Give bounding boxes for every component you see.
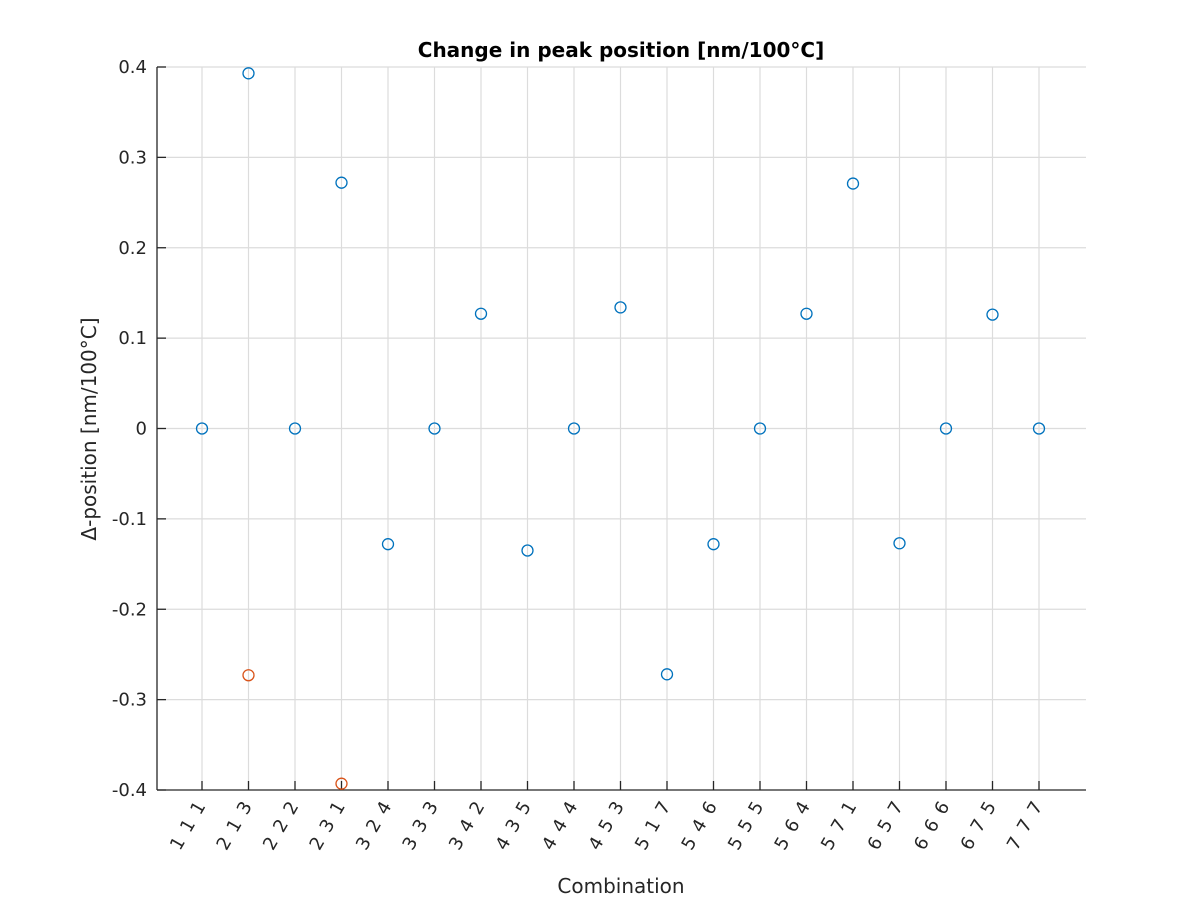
- data-point-series-1: [893, 537, 906, 550]
- x-tick-label: 3 2 4: [352, 798, 396, 854]
- data-point-series-1: [195, 422, 209, 435]
- data-point-series-1: [1032, 422, 1046, 435]
- x-tick-label: 5 4 6: [677, 798, 721, 854]
- data-point-series-1: [660, 668, 674, 681]
- x-tick-label: 7 7 7: [1003, 798, 1047, 854]
- y-tick-label: -0.2: [112, 599, 147, 620]
- x-tick-label: 6 7 5: [956, 798, 1000, 854]
- data-point-series-1: [614, 301, 627, 314]
- data-point-series-1: [800, 307, 813, 320]
- y-tick-label: 0.4: [118, 57, 147, 78]
- data-point-series-1: [986, 308, 999, 321]
- grid-lines: [157, 66, 1086, 790]
- data-point-series-1: [335, 176, 348, 189]
- data-point-series-2: [242, 669, 255, 682]
- y-tick-label: -0.4: [112, 780, 147, 801]
- x-tick-label: 1 1 1: [166, 798, 210, 854]
- data-points: [195, 67, 1046, 790]
- y-tick-label: 0: [136, 419, 147, 440]
- x-tick-label: 3 4 2: [445, 798, 489, 854]
- data-point-series-1: [567, 422, 581, 435]
- data-point-series-1: [288, 422, 302, 435]
- x-tick-label: 5 1 7: [631, 798, 675, 854]
- data-point-series-1: [242, 67, 255, 80]
- chart-title: Change in peak position [nm/100°C]: [418, 38, 824, 62]
- x-tick-label: 2 2 2: [259, 798, 303, 854]
- y-ticks: -0.4 -0.3 -0.2 -0.1 0 0.1 0.2 0.3 0.4: [112, 57, 166, 801]
- y-tick-label: 0.1: [118, 328, 147, 349]
- x-tick-label: 4 3 5: [491, 798, 535, 854]
- data-point-series-1: [381, 538, 395, 551]
- data-point-series-1: [428, 422, 441, 435]
- y-tick-label: -0.1: [112, 509, 147, 530]
- y-tick-label: 0.2: [118, 238, 147, 259]
- data-point-series-2: [335, 777, 348, 790]
- x-tick-label: 6 6 6: [910, 798, 954, 854]
- data-point-series-1: [474, 307, 488, 320]
- y-tick-label: -0.3: [112, 690, 147, 711]
- x-tick-label: 3 3 3: [398, 798, 442, 854]
- x-tick-label: 5 6 4: [770, 798, 814, 854]
- x-tick-label: 2 1 3: [212, 798, 256, 854]
- data-point-series-1: [753, 422, 767, 435]
- y-tick-label: 0.3: [118, 147, 147, 168]
- x-tick-label: 6 5 7: [863, 798, 907, 854]
- x-tick-label: 5 7 1: [817, 798, 861, 854]
- data-point-series-1: [846, 177, 860, 190]
- x-axis-label: Combination: [557, 874, 684, 898]
- data-point-series-1: [707, 538, 720, 551]
- x-tick-label: 2 3 1: [305, 798, 349, 854]
- y-axis-label: Δ-position [nm/100°C]: [77, 317, 101, 540]
- x-tick-label: 4 5 3: [584, 798, 628, 854]
- x-tick-label: 4 4 4: [538, 798, 582, 854]
- data-point-series-1: [521, 544, 534, 557]
- data-point-series-1: [939, 422, 953, 435]
- x-tick-label: 5 5 5: [724, 798, 768, 854]
